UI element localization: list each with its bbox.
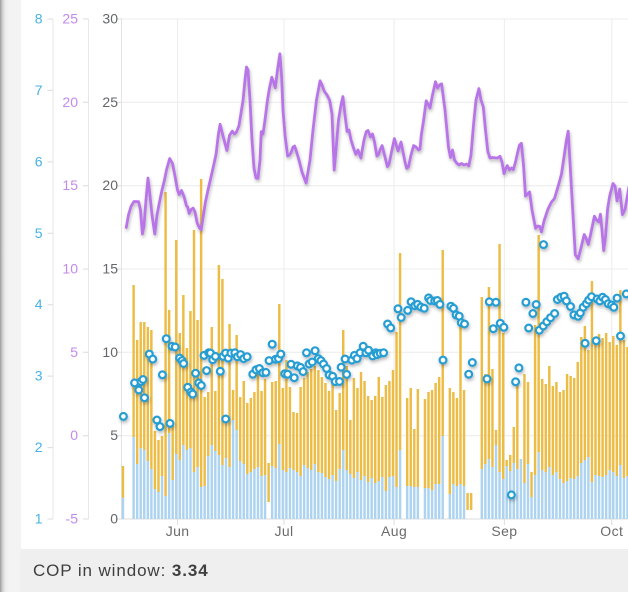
- svg-text:Oct: Oct: [600, 523, 623, 539]
- svg-text:10: 10: [62, 261, 78, 277]
- svg-text:7: 7: [35, 82, 43, 98]
- svg-text:Sep: Sep: [491, 523, 517, 539]
- svg-text:30: 30: [102, 11, 118, 27]
- svg-text:15: 15: [102, 261, 118, 277]
- svg-text:8: 8: [35, 11, 43, 27]
- svg-text:0: 0: [110, 511, 118, 527]
- svg-text:2: 2: [35, 439, 43, 455]
- svg-text:1: 1: [35, 511, 43, 527]
- svg-text:4: 4: [35, 296, 43, 312]
- svg-text:Jun: Jun: [166, 523, 190, 539]
- svg-text:20: 20: [62, 94, 78, 110]
- svg-text:10: 10: [102, 344, 118, 360]
- svg-text:-5: -5: [66, 511, 79, 527]
- svg-text:5: 5: [110, 427, 118, 443]
- svg-text:5: 5: [70, 344, 78, 360]
- svg-text:3: 3: [35, 368, 43, 384]
- svg-text:15: 15: [62, 177, 78, 193]
- svg-text:Jul: Jul: [274, 523, 293, 539]
- svg-text:6: 6: [35, 153, 43, 169]
- svg-text:Aug: Aug: [381, 523, 407, 539]
- svg-text:5: 5: [35, 225, 43, 241]
- svg-text:25: 25: [102, 94, 118, 110]
- svg-text:20: 20: [102, 177, 118, 193]
- svg-text:0: 0: [70, 427, 78, 443]
- svg-text:25: 25: [62, 11, 78, 27]
